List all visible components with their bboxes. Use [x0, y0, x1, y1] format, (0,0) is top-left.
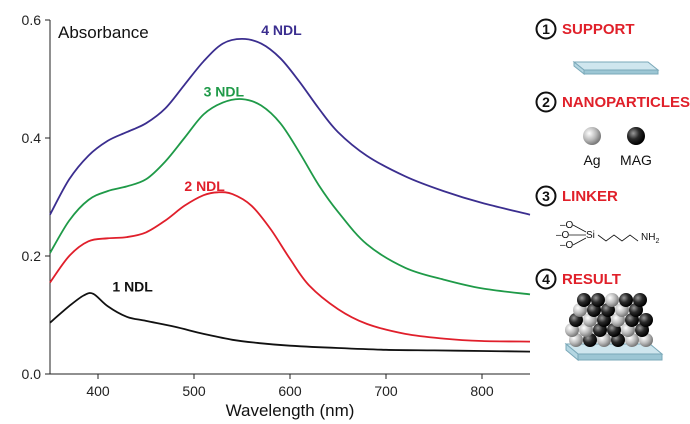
step-number: 4	[542, 271, 550, 287]
x-tick-label: 400	[86, 383, 110, 399]
methoxy-label-1: –O	[560, 220, 574, 231]
ag-label: Ag	[583, 152, 600, 168]
series-line-3-ndl	[49, 98, 531, 296]
series-line-4-ndl	[49, 37, 531, 216]
y-tick-label: 0.4	[22, 130, 42, 146]
x-tick-label: 700	[374, 383, 398, 399]
y-tick-label: 0.0	[22, 366, 42, 382]
mag-particle	[591, 293, 605, 307]
step-number-badge	[535, 268, 557, 290]
series-label-4-ndl: 4 NDL	[261, 22, 302, 38]
support-slide-icon	[572, 60, 660, 76]
y-axis-title: Absorbance	[58, 23, 149, 42]
step-number: 1	[542, 21, 550, 37]
fabrication-steps-panel: 1 SUPPORT 2 NANOPARTICLES Ag MAG 3 LINKE…	[535, 18, 690, 362]
mag-label: MAG	[620, 152, 652, 168]
series-label-3-ndl: 3 NDL	[204, 84, 245, 100]
x-tick-label: 500	[182, 383, 206, 399]
y-tick-label: 0.6	[22, 12, 42, 28]
step-title: LINKER	[562, 188, 618, 205]
y-tick-label: 0.2	[22, 248, 42, 264]
amine-group-label: NH2	[641, 232, 659, 245]
mag-particle-icon	[627, 127, 645, 145]
mag-particle	[619, 293, 633, 307]
mag-particle	[633, 293, 647, 307]
step-result: 4 RESULT	[535, 268, 664, 362]
ag-particle-icon	[583, 127, 601, 145]
axes	[49, 20, 530, 375]
x-tick-label: 600	[278, 383, 302, 399]
series-line-1-ndl	[49, 292, 531, 353]
step-number-badge	[535, 18, 557, 40]
step-title: RESULT	[562, 271, 621, 288]
x-axis-title: Wavelength (nm)	[226, 401, 355, 420]
silicon-atom-label: Si	[586, 230, 595, 241]
x-tick-label: 800	[470, 383, 494, 399]
mag-particle	[639, 313, 653, 327]
result-multilayer-icon	[564, 293, 664, 362]
step-number-badge	[535, 185, 557, 207]
step-nanoparticles: 2 NANOPARTICLES Ag MAG	[535, 91, 690, 168]
mag-particle	[577, 293, 591, 307]
step-linker: 3 LINKER –O –O –O Si NH2	[535, 185, 659, 251]
step-support: 1 SUPPORT	[535, 18, 660, 76]
series-line-2-ndl	[49, 191, 531, 343]
methoxy-label-2: –O	[556, 230, 570, 241]
step-title: NANOPARTICLES	[562, 94, 690, 111]
step-title: SUPPORT	[562, 21, 635, 38]
step-number-badge	[535, 91, 557, 113]
series-label-1-ndl: 1 NDL	[112, 278, 153, 294]
series-label-2-ndl: 2 NDL	[184, 178, 225, 194]
linker-structure-icon: –O –O –O Si NH2	[556, 220, 659, 251]
methoxy-label-3: –O	[560, 240, 574, 251]
step-number: 3	[542, 188, 550, 204]
ag-particle	[605, 293, 619, 307]
step-number: 2	[542, 94, 550, 110]
